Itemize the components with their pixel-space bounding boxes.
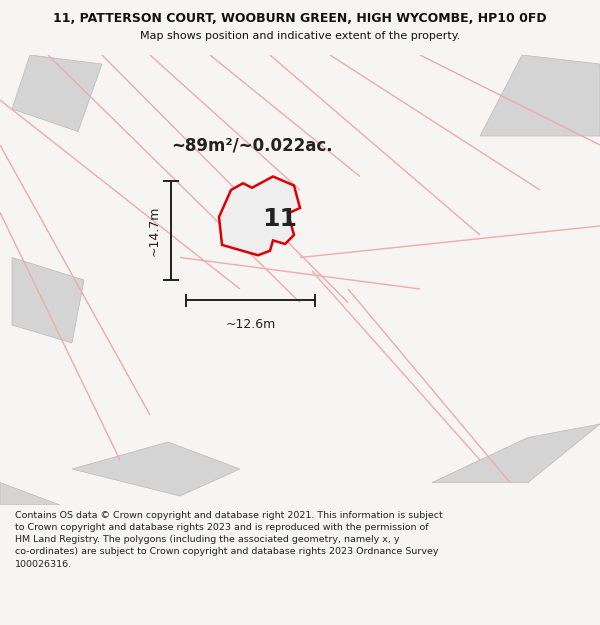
Polygon shape xyxy=(432,424,600,483)
Text: ~12.6m: ~12.6m xyxy=(226,318,275,331)
Polygon shape xyxy=(72,442,240,496)
Text: ~14.7m: ~14.7m xyxy=(147,205,160,256)
Text: ~89m²/~0.022ac.: ~89m²/~0.022ac. xyxy=(171,136,332,154)
Polygon shape xyxy=(12,55,102,131)
Polygon shape xyxy=(0,482,60,505)
Polygon shape xyxy=(480,55,600,136)
Polygon shape xyxy=(12,258,84,343)
Text: Contains OS data © Crown copyright and database right 2021. This information is : Contains OS data © Crown copyright and d… xyxy=(15,511,443,569)
Text: 11, PATTERSON COURT, WOOBURN GREEN, HIGH WYCOMBE, HP10 0FD: 11, PATTERSON COURT, WOOBURN GREEN, HIGH… xyxy=(53,12,547,25)
Text: Map shows position and indicative extent of the property.: Map shows position and indicative extent… xyxy=(140,31,460,41)
Text: 11: 11 xyxy=(262,207,297,231)
Polygon shape xyxy=(219,176,300,255)
